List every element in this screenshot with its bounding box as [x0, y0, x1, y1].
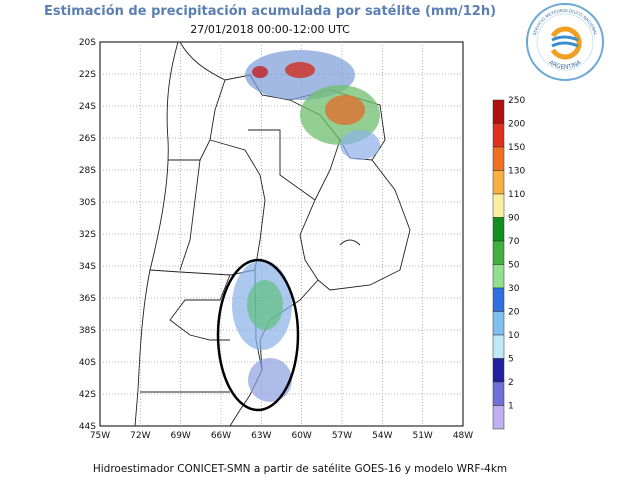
colorbar-swatch [492, 381, 505, 406]
precipitation [232, 50, 380, 402]
footer: Hidroestimador CONICET-SMN a partir de s… [93, 463, 507, 475]
colorbar-swatch [492, 146, 505, 171]
colorbar-label: 2 [508, 378, 514, 388]
graticule [100, 42, 463, 426]
colorbar-swatch [492, 99, 505, 124]
colorbar: 250 200 150 130 110 90 70 50 30 20 10 5 2 1 [492, 96, 525, 430]
colorbar-label: 150 [508, 143, 525, 153]
colorbar-swatch [492, 334, 505, 359]
colorbar-label: 250 [508, 96, 525, 106]
highlight-ellipse [216, 258, 300, 412]
colorbar-label: 70 [508, 237, 520, 247]
colorbar-swatch [492, 405, 505, 430]
colorbar-label: 1 [508, 402, 514, 412]
lat-label: 36S [79, 294, 96, 304]
lon-label: 72W [130, 431, 150, 441]
lat-label: 20S [79, 38, 96, 48]
subtitle: 27/01/2018 00:00-12:00 UTC [190, 23, 350, 36]
lat-label: 28S [79, 166, 96, 176]
lat-label: 24S [79, 102, 96, 112]
colorbar-swatch [492, 311, 505, 336]
colorbar-label: 5 [508, 355, 514, 365]
lon-label: 54W [372, 431, 392, 441]
colorbar-label: 30 [508, 284, 520, 294]
title: Estimación de precipitación acumulada po… [44, 4, 496, 19]
lon-label: 57W [332, 431, 352, 441]
lat-label: 40S [79, 358, 96, 368]
colorbar-swatch [492, 264, 505, 289]
colorbar-label: 20 [508, 308, 520, 318]
colorbar-swatch [492, 123, 505, 148]
lon-label: 51W [412, 431, 432, 441]
lon-label: 69W [170, 431, 190, 441]
colorbar-swatch [492, 193, 505, 218]
lat-label: 34S [79, 262, 96, 272]
colorbar-swatch [492, 170, 505, 195]
colorbar-swatch [492, 240, 505, 265]
colorbar-label: 90 [508, 214, 520, 224]
lat-label: 30S [79, 198, 96, 208]
colorbar-label: 200 [508, 120, 525, 130]
logo: SERVICIO METEOROLÓGICO NACIONAL ARGENTIN… [526, 3, 604, 81]
lon-label: 60W [291, 431, 311, 441]
colorbar-swatch [492, 358, 505, 383]
lon-label: 66W [211, 431, 231, 441]
lat-label: 38S [79, 326, 96, 336]
colorbar-swatch [492, 217, 505, 242]
lat-label: 42S [79, 390, 96, 400]
lon-label: 75W [90, 431, 110, 441]
colorbar-label: 110 [508, 190, 525, 200]
colorbar-label: 130 [508, 167, 525, 177]
lon-label: 63W [251, 431, 271, 441]
colorbar-swatch [492, 287, 505, 312]
lat-label: 22S [79, 70, 96, 80]
lat-label: 44S [79, 422, 96, 432]
lon-label: 48W [453, 431, 473, 441]
lat-label: 26S [79, 134, 96, 144]
lat-label: 32S [79, 230, 96, 240]
colorbar-label: 10 [508, 331, 520, 341]
colorbar-label: 50 [508, 261, 520, 271]
